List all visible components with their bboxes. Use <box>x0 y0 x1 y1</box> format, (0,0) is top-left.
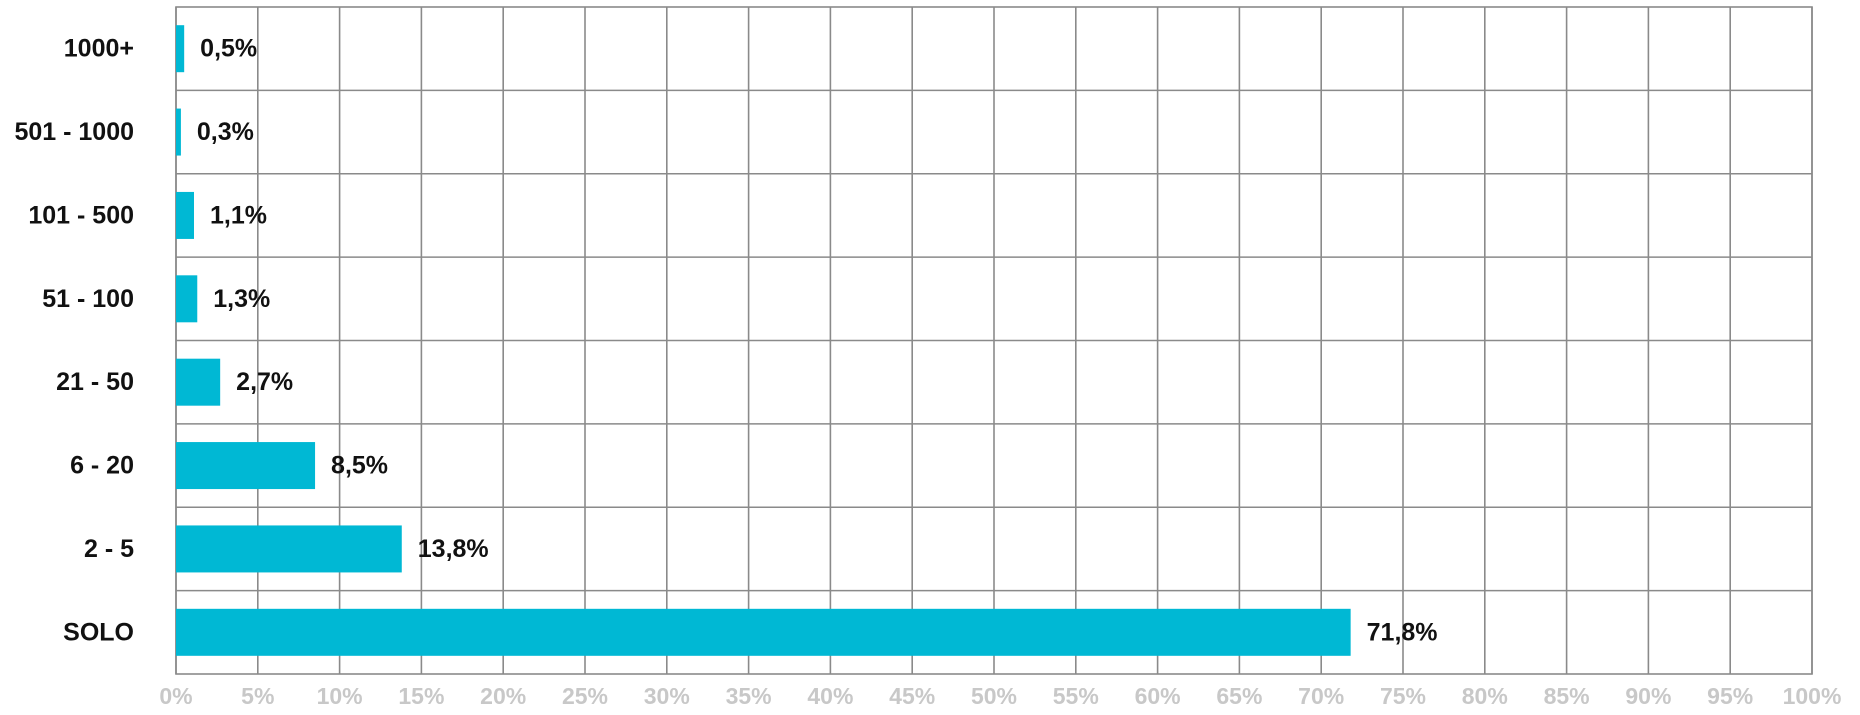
category-label: 2 - 5 <box>84 535 134 563</box>
bar <box>176 25 185 73</box>
value-labels: 0,5% 0,3% 1,1% 1,3% 2,7% 8,5% 13,8% 71,8% <box>197 35 1438 647</box>
category-label: 21 - 50 <box>56 368 134 396</box>
x-tick-label: 90% <box>1625 683 1671 709</box>
x-tick-label: 35% <box>726 683 772 709</box>
bars <box>176 25 1351 656</box>
x-tick-label: 30% <box>644 683 690 709</box>
x-tick-label: 75% <box>1380 683 1426 709</box>
bar <box>176 608 1351 656</box>
x-tick-label: 0% <box>159 683 192 709</box>
bar <box>176 275 198 323</box>
data-label: 1,3% <box>213 285 270 313</box>
x-tick-label: 40% <box>807 683 853 709</box>
x-tick-label: 50% <box>971 683 1017 709</box>
category-label: SOLO <box>63 618 134 646</box>
data-label: 0,5% <box>200 35 257 63</box>
data-label: 0,3% <box>197 118 254 146</box>
x-tick-label: 60% <box>1135 683 1181 709</box>
category-labels: 1000+ 501 - 1000 101 - 500 51 - 100 21 - 50 6… <box>14 35 134 647</box>
category-label: 501 - 1000 <box>14 118 134 146</box>
category-label: 1000+ <box>64 35 134 63</box>
data-label: 8,5% <box>331 452 388 480</box>
data-label: 71,8% <box>1367 618 1438 646</box>
bar <box>176 525 402 573</box>
plot-frame <box>175 6 1813 675</box>
x-tick-label: 65% <box>1216 683 1262 709</box>
x-axis-tick-labels: 0% 5% 10% 15% 20% 25% 30% 35% 40% 45% 50% 55% 60% 65%… <box>159 683 1841 709</box>
x-tick-label: 85% <box>1544 683 1590 709</box>
data-label: 1,1% <box>210 201 267 229</box>
x-tick-label: 10% <box>317 683 363 709</box>
x-tick-label: 25% <box>562 683 608 709</box>
x-tick-label: 55% <box>1053 683 1099 709</box>
x-tick-label: 80% <box>1462 683 1508 709</box>
grid <box>175 6 1813 675</box>
x-tick-label: 100% <box>1783 683 1842 709</box>
data-label: 13,8% <box>418 535 489 563</box>
data-label: 2,7% <box>236 368 293 396</box>
x-tick-label: 15% <box>398 683 444 709</box>
bar <box>176 442 316 490</box>
bar <box>176 191 194 239</box>
category-label: 101 - 500 <box>28 201 134 229</box>
bar <box>176 108 181 156</box>
x-tick-label: 95% <box>1707 683 1753 709</box>
x-tick-label: 5% <box>241 683 274 709</box>
bar <box>176 358 221 406</box>
x-tick-label: 20% <box>480 683 526 709</box>
category-label: 51 - 100 <box>42 285 134 313</box>
x-tick-label: 70% <box>1298 683 1344 709</box>
x-tick-label: 45% <box>889 683 935 709</box>
category-label: 6 - 20 <box>70 452 134 480</box>
